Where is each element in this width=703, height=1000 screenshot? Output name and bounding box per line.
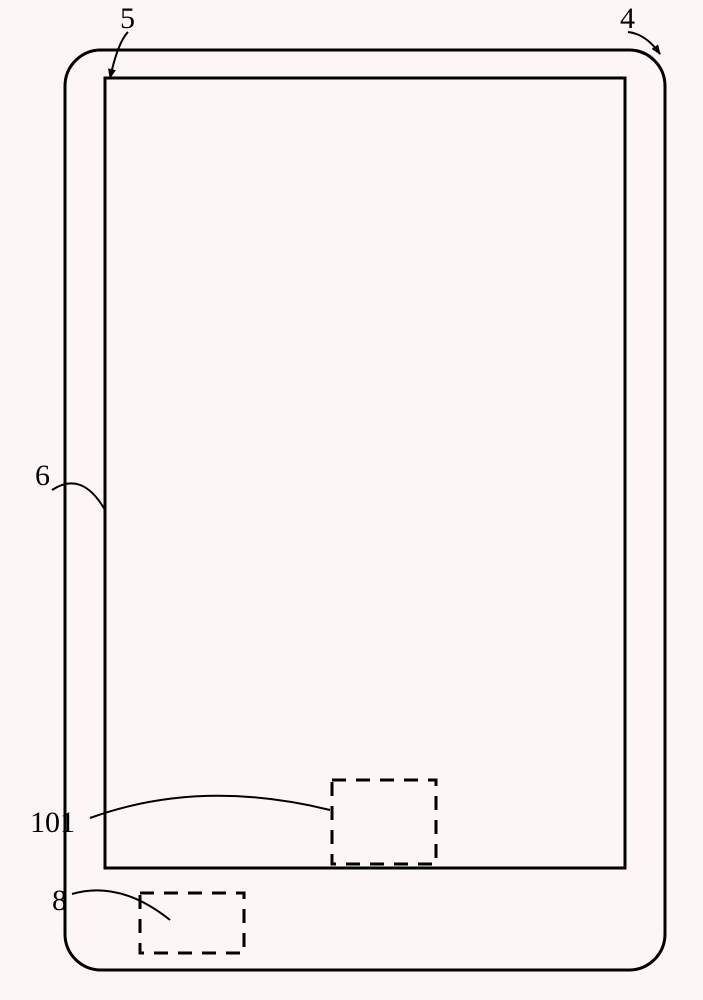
dashed-region-8 (140, 893, 244, 953)
leader-curve-8 (72, 890, 170, 920)
label-101: 101 (30, 806, 75, 839)
leader-arrow-5 (110, 32, 128, 78)
screen-outline (105, 78, 625, 868)
leader-curve-6 (52, 483, 105, 510)
leader-curve-101 (90, 796, 330, 818)
figure-svg: 4 5 6 101 8 (0, 0, 703, 1000)
device-outline (65, 50, 665, 970)
label-5: 5 (120, 2, 135, 35)
label-8: 8 (52, 884, 67, 917)
label-4: 4 (620, 2, 635, 35)
dashed-region-101 (332, 780, 436, 864)
label-6: 6 (35, 459, 50, 492)
